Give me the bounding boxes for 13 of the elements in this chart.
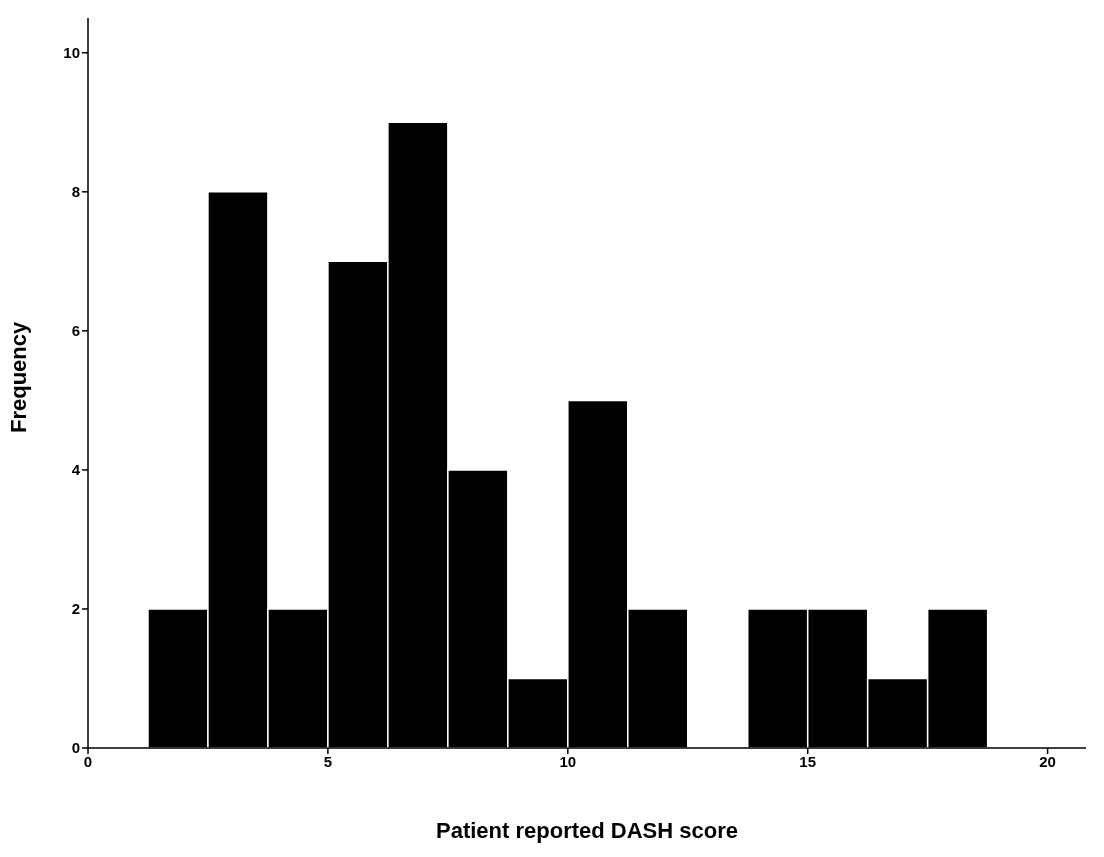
y-tick-label: 6 xyxy=(71,322,80,340)
y-tick-label: 10 xyxy=(63,44,80,62)
x-tick-label: 5 xyxy=(323,752,333,770)
x-axis-title: Patient reported DASH score xyxy=(436,818,738,843)
y-tick-label: 8 xyxy=(71,183,80,201)
y-tick-label: 4 xyxy=(71,461,81,479)
x-tick-label: 0 xyxy=(83,752,93,770)
y-tick-label: 0 xyxy=(71,739,80,757)
x-tick-label: 10 xyxy=(559,752,577,770)
x-tick-label: 20 xyxy=(1039,752,1056,770)
x-tick-label: 15 xyxy=(799,752,817,770)
y-tick-label: 2 xyxy=(71,600,80,618)
y-axis-title: Frequency xyxy=(5,320,31,433)
